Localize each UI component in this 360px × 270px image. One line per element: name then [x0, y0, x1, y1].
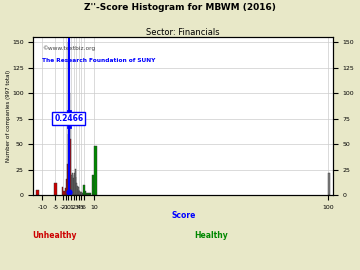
- Text: Unhealthy: Unhealthy: [32, 231, 76, 240]
- Bar: [78, 187, 79, 195]
- Bar: [92, 175, 94, 195]
- Bar: [69, 93, 70, 195]
- Bar: [89, 193, 90, 195]
- Bar: [76, 183, 77, 195]
- Bar: [73, 175, 74, 195]
- Bar: [85, 191, 86, 195]
- Bar: [74, 173, 75, 195]
- Bar: [54, 183, 57, 195]
- Bar: [67, 164, 68, 195]
- Bar: [82, 193, 83, 195]
- Bar: [328, 173, 330, 195]
- Bar: [68, 42, 69, 195]
- Text: 0.2466: 0.2466: [54, 114, 84, 123]
- Text: Z''-Score Histogram for MBWM (2016): Z''-Score Histogram for MBWM (2016): [84, 3, 276, 12]
- Bar: [80, 192, 81, 195]
- X-axis label: Score: Score: [171, 211, 195, 220]
- Text: ©www.textbiz.org: ©www.textbiz.org: [42, 45, 95, 51]
- Bar: [84, 185, 85, 195]
- Bar: [64, 188, 66, 195]
- Bar: [63, 191, 64, 195]
- Bar: [75, 168, 76, 195]
- Bar: [77, 189, 78, 195]
- Bar: [71, 175, 72, 195]
- Bar: [62, 187, 63, 195]
- Bar: [66, 179, 67, 195]
- Text: The Research Foundation of SUNY: The Research Foundation of SUNY: [42, 58, 156, 63]
- Bar: [79, 190, 80, 195]
- Bar: [90, 193, 91, 195]
- Bar: [87, 193, 89, 195]
- Bar: [86, 193, 87, 195]
- Title: Sector: Financials: Sector: Financials: [147, 28, 220, 37]
- Text: Healthy: Healthy: [194, 231, 228, 240]
- Y-axis label: Number of companies (997 total): Number of companies (997 total): [5, 70, 10, 162]
- Bar: [36, 190, 39, 195]
- Bar: [83, 193, 84, 195]
- Bar: [94, 146, 97, 195]
- Bar: [72, 173, 73, 195]
- Bar: [81, 192, 82, 195]
- Bar: [70, 139, 71, 195]
